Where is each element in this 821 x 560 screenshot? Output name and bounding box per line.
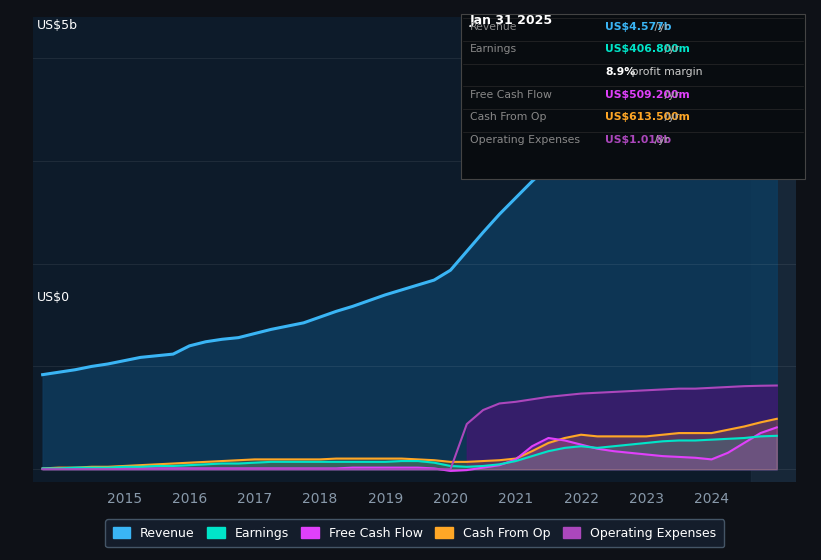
Text: /yr: /yr [661, 44, 679, 54]
Text: Revenue: Revenue [470, 22, 517, 32]
Text: profit margin: profit margin [628, 67, 703, 77]
Bar [750, 17, 796, 482]
Text: US$5b: US$5b [37, 19, 78, 32]
Text: Free Cash Flow: Free Cash Flow [470, 90, 552, 100]
Text: Operating Expenses: Operating Expenses [470, 135, 580, 145]
Text: US$406.800m: US$406.800m [605, 44, 690, 54]
Text: Cash From Op: Cash From Op [470, 112, 546, 122]
Text: US$509.200m: US$509.200m [605, 90, 690, 100]
Legend: Revenue, Earnings, Free Cash Flow, Cash From Op, Operating Expenses: Revenue, Earnings, Free Cash Flow, Cash … [105, 519, 724, 547]
Text: Jan 31 2025: Jan 31 2025 [470, 14, 553, 27]
Text: Earnings: Earnings [470, 44, 516, 54]
Text: /yr: /yr [661, 112, 679, 122]
Text: US$1.018b: US$1.018b [605, 135, 672, 145]
Text: US$613.500m: US$613.500m [605, 112, 690, 122]
Text: US$0: US$0 [37, 291, 70, 304]
Text: /yr: /yr [651, 22, 669, 32]
Text: /yr: /yr [651, 135, 669, 145]
Text: US$4.577b: US$4.577b [605, 22, 672, 32]
Text: 8.9%: 8.9% [605, 67, 635, 77]
Text: /yr: /yr [661, 90, 679, 100]
